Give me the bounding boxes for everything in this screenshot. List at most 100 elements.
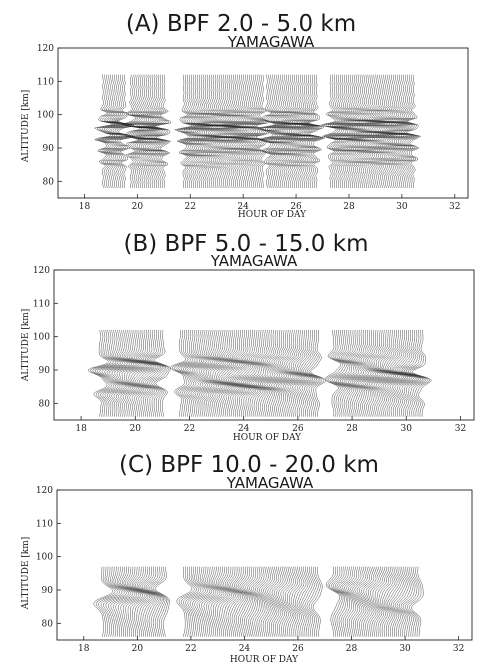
wave-trace bbox=[188, 74, 206, 189]
wave-trace bbox=[194, 566, 211, 637]
wave-trace bbox=[282, 329, 300, 417]
wave-trace bbox=[153, 566, 169, 637]
wave-trace bbox=[398, 330, 420, 417]
wave-trace bbox=[140, 566, 159, 637]
observation-block bbox=[170, 329, 326, 417]
wave-trace bbox=[95, 74, 117, 189]
wave-trace bbox=[120, 566, 138, 637]
panel-c-xlabel: HOUR OF DAY bbox=[230, 655, 299, 665]
wave-trace bbox=[373, 74, 391, 189]
wave-trace bbox=[225, 329, 244, 417]
wave-trace bbox=[92, 329, 114, 417]
x-tick-label: 30 bbox=[399, 644, 411, 654]
panel-b: (B) BPF 5.0 - 15.0 km YAMAGAWA 80 90 100 11… bbox=[21, 231, 475, 443]
wave-trace bbox=[363, 566, 377, 637]
wave-trace bbox=[328, 330, 345, 417]
wave-trace bbox=[346, 74, 365, 189]
wave-trace bbox=[360, 329, 381, 417]
x-tick-label: 24 bbox=[239, 644, 251, 654]
wave-trace bbox=[227, 329, 246, 417]
wave-trace bbox=[257, 74, 277, 189]
wave-trace bbox=[331, 330, 349, 417]
wave-trace bbox=[367, 566, 381, 637]
wave-trace bbox=[325, 566, 341, 637]
wave-trace bbox=[151, 74, 170, 189]
wave-trace bbox=[109, 329, 131, 417]
wave-trace bbox=[109, 74, 129, 189]
panel-c-subtitle: YAMAGAWA bbox=[226, 474, 314, 492]
wave-trace bbox=[300, 74, 319, 189]
wave-trace bbox=[375, 329, 396, 417]
wave-trace bbox=[350, 566, 365, 637]
wave-trace bbox=[300, 566, 311, 637]
wave-trace bbox=[405, 74, 422, 189]
wave-trace bbox=[336, 566, 350, 637]
wave-trace bbox=[147, 566, 164, 637]
wave-trace bbox=[394, 566, 408, 637]
panel-a-xlabel: HOUR OF DAY bbox=[238, 210, 307, 220]
wave-trace bbox=[133, 566, 152, 637]
wave-trace bbox=[122, 74, 143, 189]
panel-c-ylabel: ALTITUDE [km] bbox=[21, 537, 31, 611]
wave-trace bbox=[271, 329, 290, 417]
wave-trace bbox=[396, 74, 413, 189]
y-tick-label: 100 bbox=[36, 553, 53, 563]
wave-trace bbox=[282, 566, 293, 637]
wave-trace bbox=[124, 329, 144, 417]
x-tick-label: 28 bbox=[346, 644, 358, 654]
wave-trace bbox=[281, 74, 299, 189]
wave-trace bbox=[247, 329, 264, 417]
wave-traces bbox=[87, 329, 432, 417]
plot-frame bbox=[56, 489, 473, 641]
wave-trace bbox=[253, 566, 266, 637]
wave-trace bbox=[136, 566, 155, 637]
wave-trace bbox=[274, 74, 294, 189]
wave-trace bbox=[380, 329, 401, 417]
observation-block bbox=[174, 74, 271, 189]
wave-trace bbox=[381, 566, 394, 637]
wave-trace bbox=[108, 566, 127, 637]
wave-trace bbox=[226, 74, 246, 189]
wave-trace bbox=[116, 74, 136, 189]
panel-b-plot-area: 80 90 100 110 120 18 20 22 24 26 28 30 32 bbox=[33, 266, 475, 434]
wave-trace bbox=[362, 329, 383, 417]
wave-trace bbox=[191, 329, 209, 417]
wave-trace bbox=[151, 566, 167, 637]
wave-trace bbox=[393, 74, 411, 189]
wave-trace bbox=[101, 329, 124, 417]
wave-trace bbox=[133, 329, 153, 417]
wave-trace bbox=[400, 330, 421, 417]
y-tick-label: 100 bbox=[37, 111, 54, 121]
x-tick-label: 32 bbox=[455, 424, 466, 434]
observation-block bbox=[87, 329, 171, 417]
wave-trace bbox=[260, 329, 278, 417]
wave-trace bbox=[223, 566, 238, 637]
wave-trace bbox=[344, 74, 363, 189]
wave-trace bbox=[141, 74, 161, 189]
wave-trace bbox=[389, 566, 402, 637]
wave-trace bbox=[257, 566, 270, 637]
panel-a-plot-area: 80 90 100 110 120 18 20 22 24 26 28 30 32 bbox=[37, 44, 469, 212]
wave-trace bbox=[110, 566, 130, 637]
wave-trace bbox=[176, 329, 194, 417]
wave-trace bbox=[310, 329, 326, 417]
wave-trace bbox=[376, 566, 388, 637]
wave-trace bbox=[255, 566, 268, 637]
wave-trace bbox=[196, 329, 214, 417]
wave-trace bbox=[352, 74, 373, 189]
wave-trace bbox=[308, 329, 325, 417]
wave-trace bbox=[331, 74, 348, 189]
wave-trace bbox=[366, 74, 385, 189]
wave-trace bbox=[212, 566, 227, 637]
wave-trace bbox=[144, 329, 163, 417]
x-tick-label: 22 bbox=[184, 424, 195, 434]
wave-trace bbox=[391, 74, 409, 189]
wave-trace bbox=[409, 330, 430, 417]
panel-c-plot-area: 80 90 100 110 120 18 20 22 24 26 28 30 32 bbox=[36, 486, 473, 654]
x-tick-label: 22 bbox=[185, 202, 196, 212]
y-tick-label: 90 bbox=[39, 366, 51, 376]
wave-trace bbox=[247, 566, 260, 637]
wave-trace bbox=[222, 74, 242, 189]
wave-trace bbox=[155, 566, 170, 637]
wave-trace bbox=[364, 74, 383, 189]
